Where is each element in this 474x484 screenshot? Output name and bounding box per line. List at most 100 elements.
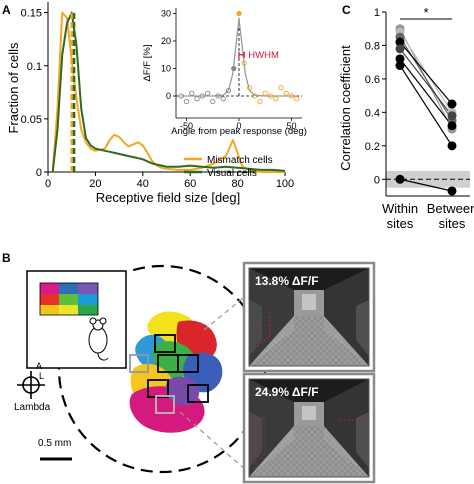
x-tick-label: 20 xyxy=(89,178,101,190)
lambda-label: Lambda xyxy=(14,402,51,413)
panel-a-xlabel: Receptive field size [deg] xyxy=(96,190,241,205)
panel-b: A L Lambda 0.5 mm xyxy=(14,261,376,484)
panel-letter-a: A xyxy=(2,3,11,17)
panel-letter-c: C xyxy=(342,3,351,17)
inset-data-point xyxy=(267,93,274,99)
inset-x-tick-label: 0 xyxy=(236,121,241,131)
panel-c-pairs xyxy=(395,24,457,196)
between-point xyxy=(447,111,457,121)
inset-data-point xyxy=(215,93,221,99)
panel-c-ylabel: Correlation coefficient xyxy=(338,45,353,171)
mouse-icon xyxy=(88,317,109,361)
x-tick-label: 0 xyxy=(45,178,51,190)
y-tick-label: 0 xyxy=(374,174,380,186)
frame-top-label: 13.8% ΔF/F xyxy=(255,274,319,288)
y-tick-label: 1 xyxy=(374,7,380,19)
y-tick-label: 0.1 xyxy=(27,61,42,73)
within-point xyxy=(395,54,405,64)
inset-x-tick-label: 50 xyxy=(286,121,296,131)
inset-data-point xyxy=(294,96,300,102)
inset-ticks: -50 0 50 0 10 20 30 xyxy=(161,9,297,132)
inset-data-point xyxy=(246,85,253,91)
inset-x-tick-label: -50 xyxy=(180,121,193,131)
y-tick-label: 0.15 xyxy=(21,8,42,20)
within-point xyxy=(395,174,405,184)
inset-data-point xyxy=(189,90,195,96)
y-tick-label: 0.4 xyxy=(365,107,380,119)
y-tick-label: 0.6 xyxy=(365,74,380,86)
within-point xyxy=(395,37,405,47)
pair-line xyxy=(399,178,453,192)
between-point xyxy=(447,141,457,151)
inset-data-point xyxy=(262,90,268,96)
category-label: Between xyxy=(427,201,474,216)
panel-a-series xyxy=(51,11,285,173)
inset-data-point xyxy=(183,98,190,105)
panel-a-medians xyxy=(70,12,76,172)
inset-data-point xyxy=(220,96,226,102)
inset-y-tick-label: 30 xyxy=(161,9,171,19)
inset-y-tick-label: 10 xyxy=(161,64,171,74)
roi-square xyxy=(177,354,199,373)
legend-label-visual: Visual cells xyxy=(207,168,257,179)
inset-data-point xyxy=(199,93,205,99)
panel-a-inset: -50 0 50 0 10 20 30 ΔF/F [%] Angle from peak r… xyxy=(142,8,307,137)
inset-data-point xyxy=(273,96,279,102)
vr-frame-bottom: 24.9% ΔF/F xyxy=(242,372,376,484)
category-label: Within xyxy=(382,201,418,216)
inset-data-point xyxy=(204,90,211,96)
inset-data-point xyxy=(178,93,184,99)
y-tick-label: 0.05 xyxy=(21,114,42,126)
between-point xyxy=(447,121,457,131)
inset-data-point xyxy=(241,60,247,66)
pair-line xyxy=(399,36,453,122)
y-tick-label: 0 xyxy=(36,167,42,179)
inset-fit-line xyxy=(181,18,297,97)
category-label: sites xyxy=(387,216,414,231)
roi-square xyxy=(155,395,175,414)
legend-label-mismatch: Mismatch cells xyxy=(207,155,273,166)
panel-c-chart: 0 0.2 0.4 0.6 0.8 1 * Correlation coefficient… xyxy=(338,5,474,231)
x-tick-label: 40 xyxy=(137,178,149,190)
inset-data-point xyxy=(225,87,232,94)
inset-data-point xyxy=(231,65,237,72)
inset-data-point xyxy=(283,90,289,96)
inset-xlabel: Angle from peak response (deg) xyxy=(171,126,307,137)
x-tick-label: 80 xyxy=(231,178,243,190)
inset-ylabel: ΔF/F [%] xyxy=(142,45,153,82)
series-line xyxy=(51,11,285,173)
category-label: sites xyxy=(439,216,466,231)
inset-y-tick-label: 0 xyxy=(166,91,171,101)
roi-square xyxy=(154,334,176,353)
axis-label-l: L xyxy=(39,371,44,381)
frame-bottom-label: 24.9% ΔF/F xyxy=(255,385,319,399)
within-point xyxy=(395,44,405,54)
lambda-crosshair-icon xyxy=(17,371,45,399)
connector-line-top xyxy=(203,293,249,331)
inset-data-point xyxy=(288,93,295,99)
significance-star: * xyxy=(423,5,428,20)
inset-y-tick-label: 20 xyxy=(161,36,171,46)
roi-squares xyxy=(129,334,209,414)
panel-letter-b: B xyxy=(2,251,11,265)
roi-square xyxy=(147,379,169,398)
inset-data-point xyxy=(210,98,216,105)
x-tick-label: 60 xyxy=(184,178,196,190)
y-tick-label: 0.8 xyxy=(365,40,380,52)
series-line xyxy=(51,11,285,173)
y-tick-label: 0.2 xyxy=(365,141,380,153)
retinotopy-legend-grid xyxy=(39,282,99,316)
pair-line xyxy=(399,48,453,117)
panel-a-legend: Mismatch cells Visual cells xyxy=(184,155,273,179)
vr-frame-top: 13.8% ΔF/F xyxy=(242,261,376,373)
within-point xyxy=(395,61,405,71)
inset-data-point xyxy=(194,96,200,102)
roi-square xyxy=(187,384,209,403)
panel-a-ylabel: Fraction of cells xyxy=(6,42,21,134)
x-tick-label: 100 xyxy=(276,178,294,190)
inset-data-point xyxy=(236,10,242,17)
